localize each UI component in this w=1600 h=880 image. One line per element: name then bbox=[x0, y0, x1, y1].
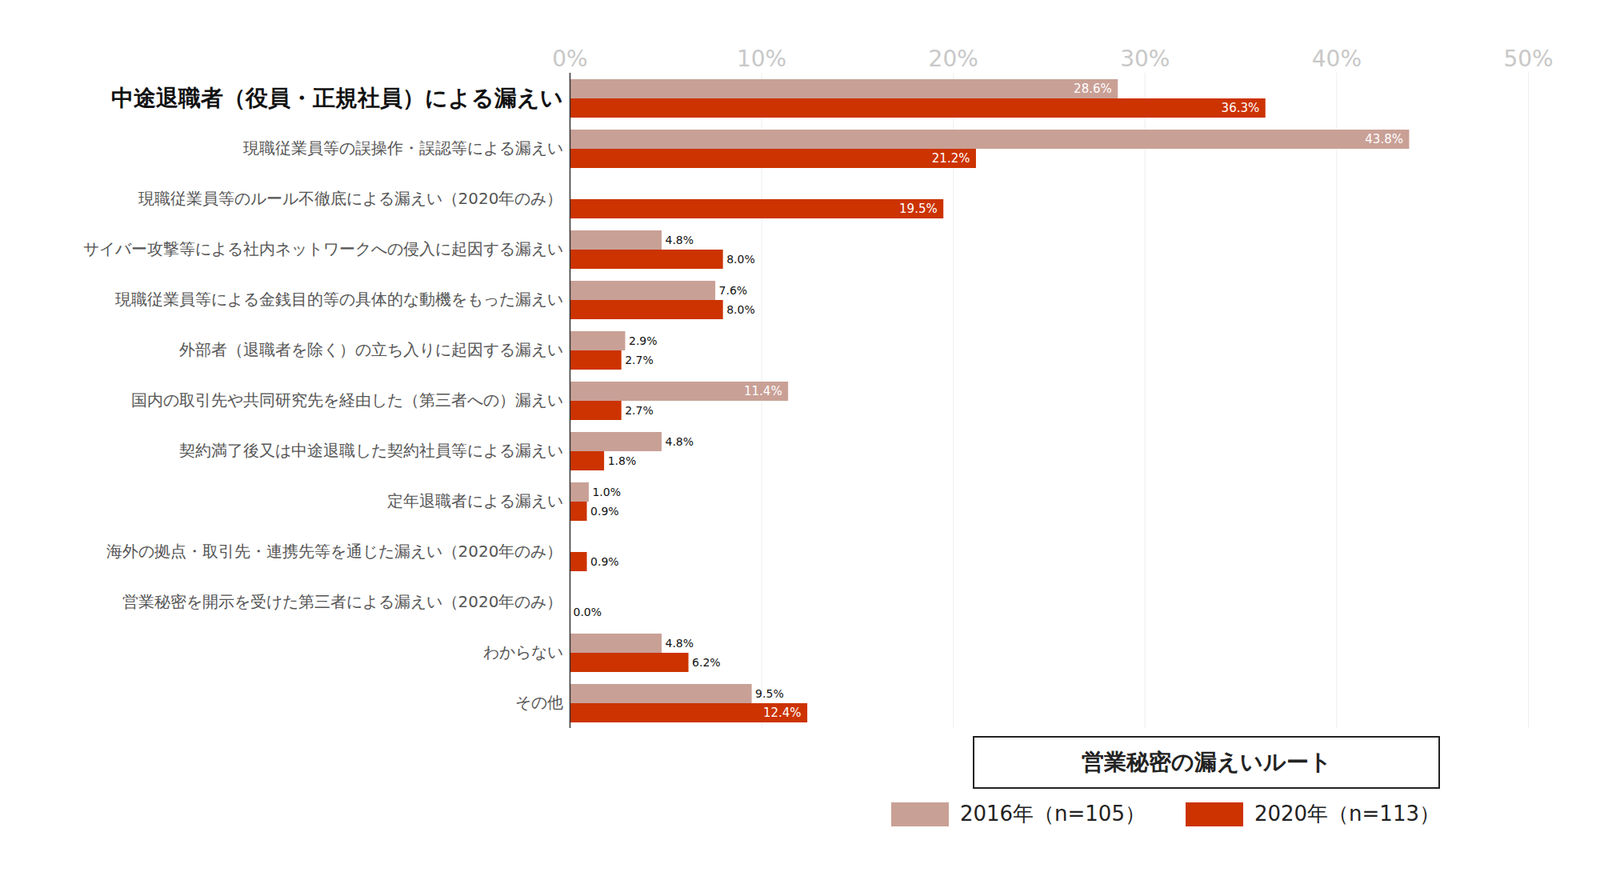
svg-text:0%: 0% bbox=[552, 45, 588, 72]
svg-text:海外の拠点・取引先・連携先等を通じた漏えい（2020年のみ）: 海外の拠点・取引先・連携先等を通じた漏えい（2020年のみ） bbox=[106, 541, 564, 561]
svg-text:2.7%: 2.7% bbox=[624, 404, 654, 417]
svg-text:8.0%: 8.0% bbox=[726, 303, 756, 316]
svg-text:19.5%: 19.5% bbox=[899, 201, 938, 216]
svg-text:20%: 20% bbox=[928, 45, 979, 72]
svg-text:11.4%: 11.4% bbox=[744, 384, 783, 399]
svg-text:43.8%: 43.8% bbox=[1364, 132, 1404, 147]
svg-text:4.8%: 4.8% bbox=[665, 233, 695, 247]
svg-text:外部者（退職者を除く）の立ち入りに起因する漏えい: 外部者（退職者を除く）の立ち入りに起因する漏えい bbox=[179, 340, 564, 360]
svg-text:現職従業員等による金銭目的等の具体的な動機をもった漏えい: 現職従業員等による金銭目的等の具体的な動機をもった漏えい bbox=[115, 289, 564, 309]
svg-text:36.3%: 36.3% bbox=[1221, 100, 1260, 116]
svg-text:40%: 40% bbox=[1312, 45, 1362, 72]
svg-text:50%: 50% bbox=[1503, 45, 1553, 72]
svg-text:契約満了後又は中途退職した契約社員等による漏えい: 契約満了後又は中途退職した契約社員等による漏えい bbox=[179, 440, 564, 460]
svg-text:定年退職者による漏えい: 定年退職者による漏えい bbox=[387, 491, 564, 511]
html-text:2016年（n=105）: 2016年（n=105） bbox=[959, 801, 1146, 826]
svg-text:サイバー攻撃等による社内ネットワークへの侵入に起因する漏えい: サイバー攻撃等による社内ネットワークへの侵入に起因する漏えい bbox=[83, 239, 564, 259]
svg-text:0.0%: 0.0% bbox=[573, 605, 603, 619]
svg-text:現職従業員等のルール不徹底による漏えい（2020年のみ）: 現職従業員等のルール不徹底による漏えい（2020年のみ） bbox=[138, 188, 564, 208]
svg-text:28.6%: 28.6% bbox=[1073, 81, 1112, 96]
svg-text:0.9%: 0.9% bbox=[590, 504, 620, 518]
html-text:2020年（n=113）: 2020年（n=113） bbox=[1254, 801, 1440, 826]
svg-text:10%: 10% bbox=[736, 45, 787, 72]
svg-text:国内の取引先や共同研究先を経由した（第三者への）漏えい: 国内の取引先や共同研究先を経由した（第三者への）漏えい bbox=[131, 390, 564, 410]
svg-text:21.2%: 21.2% bbox=[932, 151, 971, 166]
svg-text:8.0%: 8.0% bbox=[726, 252, 756, 266]
svg-text:30%: 30% bbox=[1120, 45, 1170, 72]
svg-text:1.0%: 1.0% bbox=[592, 485, 621, 499]
svg-text:その他: その他 bbox=[515, 692, 564, 712]
svg-text:4.8%: 4.8% bbox=[665, 636, 695, 650]
svg-text:7.6%: 7.6% bbox=[719, 284, 748, 297]
svg-text:1.8%: 1.8% bbox=[608, 454, 637, 468]
svg-text:現職従業員等の誤操作・誤認等による漏えい: 現職従業員等の誤操作・誤認等による漏えい bbox=[243, 138, 564, 158]
svg-text:中途退職者（役員・正規社員）による漏えい: 中途退職者（役員・正規社員）による漏えい bbox=[111, 84, 564, 112]
html-text:営業秘密の漏えいルート: 営業秘密の漏えいルート bbox=[1081, 748, 1332, 776]
svg-text:0.9%: 0.9% bbox=[590, 555, 620, 568]
svg-text:9.5%: 9.5% bbox=[755, 687, 784, 700]
svg-text:4.8%: 4.8% bbox=[665, 435, 695, 448]
svg-text:6.2%: 6.2% bbox=[692, 656, 721, 669]
svg-text:2.9%: 2.9% bbox=[628, 334, 658, 348]
svg-text:わからない: わからない bbox=[483, 642, 564, 662]
svg-text:12.4%: 12.4% bbox=[763, 705, 802, 720]
svg-text:営業秘密を開示を受けた第三者による漏えい（2020年のみ）: 営業秘密を開示を受けた第三者による漏えい（2020年のみ） bbox=[122, 592, 564, 612]
svg-text:2.7%: 2.7% bbox=[624, 353, 654, 367]
